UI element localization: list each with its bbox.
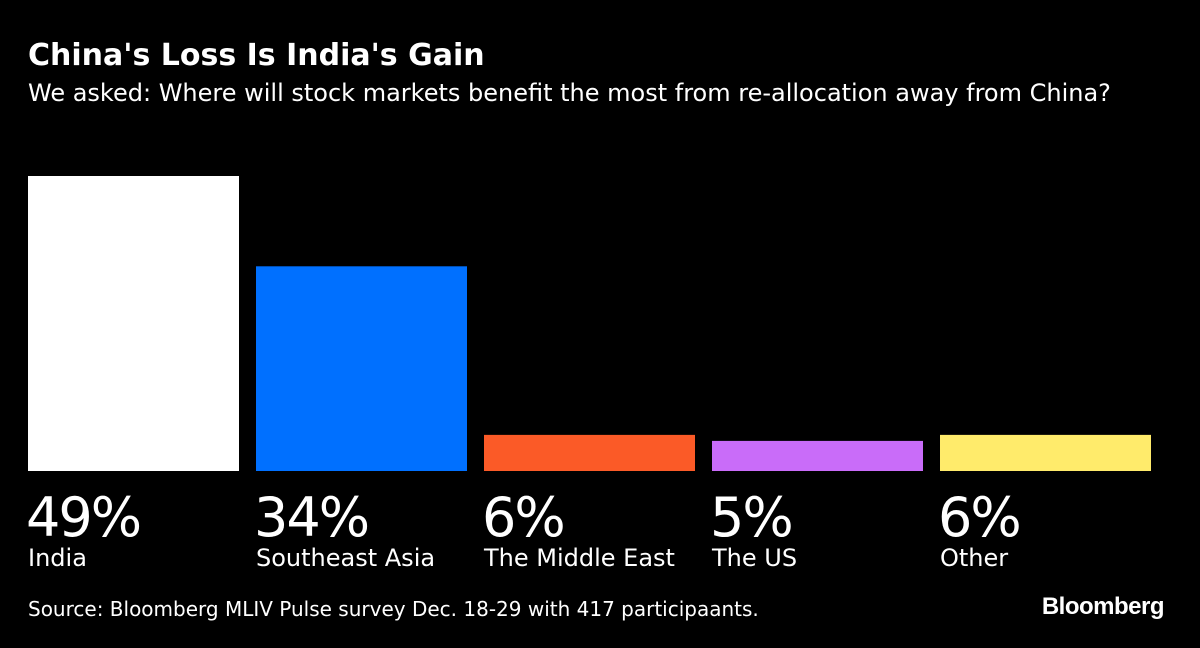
bar-india: [28, 176, 239, 471]
bar-the-middle-east: [484, 434, 695, 471]
bar-the-us: [712, 440, 923, 471]
value-label: 49%: [26, 486, 140, 549]
bloomberg-logo: Bloomberg: [1041, 593, 1165, 620]
category-label: Southeast Asia: [256, 544, 435, 572]
category-label: The Middle East: [483, 544, 675, 572]
value-label: 6%: [938, 486, 1020, 549]
value-label: 6%: [482, 486, 564, 549]
bar-other: [940, 434, 1151, 471]
category-label: The US: [711, 544, 797, 572]
value-label: 34%: [254, 486, 368, 549]
chart-title: China's Loss Is India's Gain: [28, 38, 485, 73]
bar-southeast-asia: [256, 266, 467, 471]
category-label: India: [28, 544, 87, 572]
chart-subtitle: We asked: Where will stock markets benef…: [28, 79, 1111, 107]
category-label: Other: [940, 544, 1008, 572]
source-note: Source: Bloomberg MLIV Pulse survey Dec.…: [28, 597, 759, 621]
value-label: 5%: [710, 486, 792, 549]
